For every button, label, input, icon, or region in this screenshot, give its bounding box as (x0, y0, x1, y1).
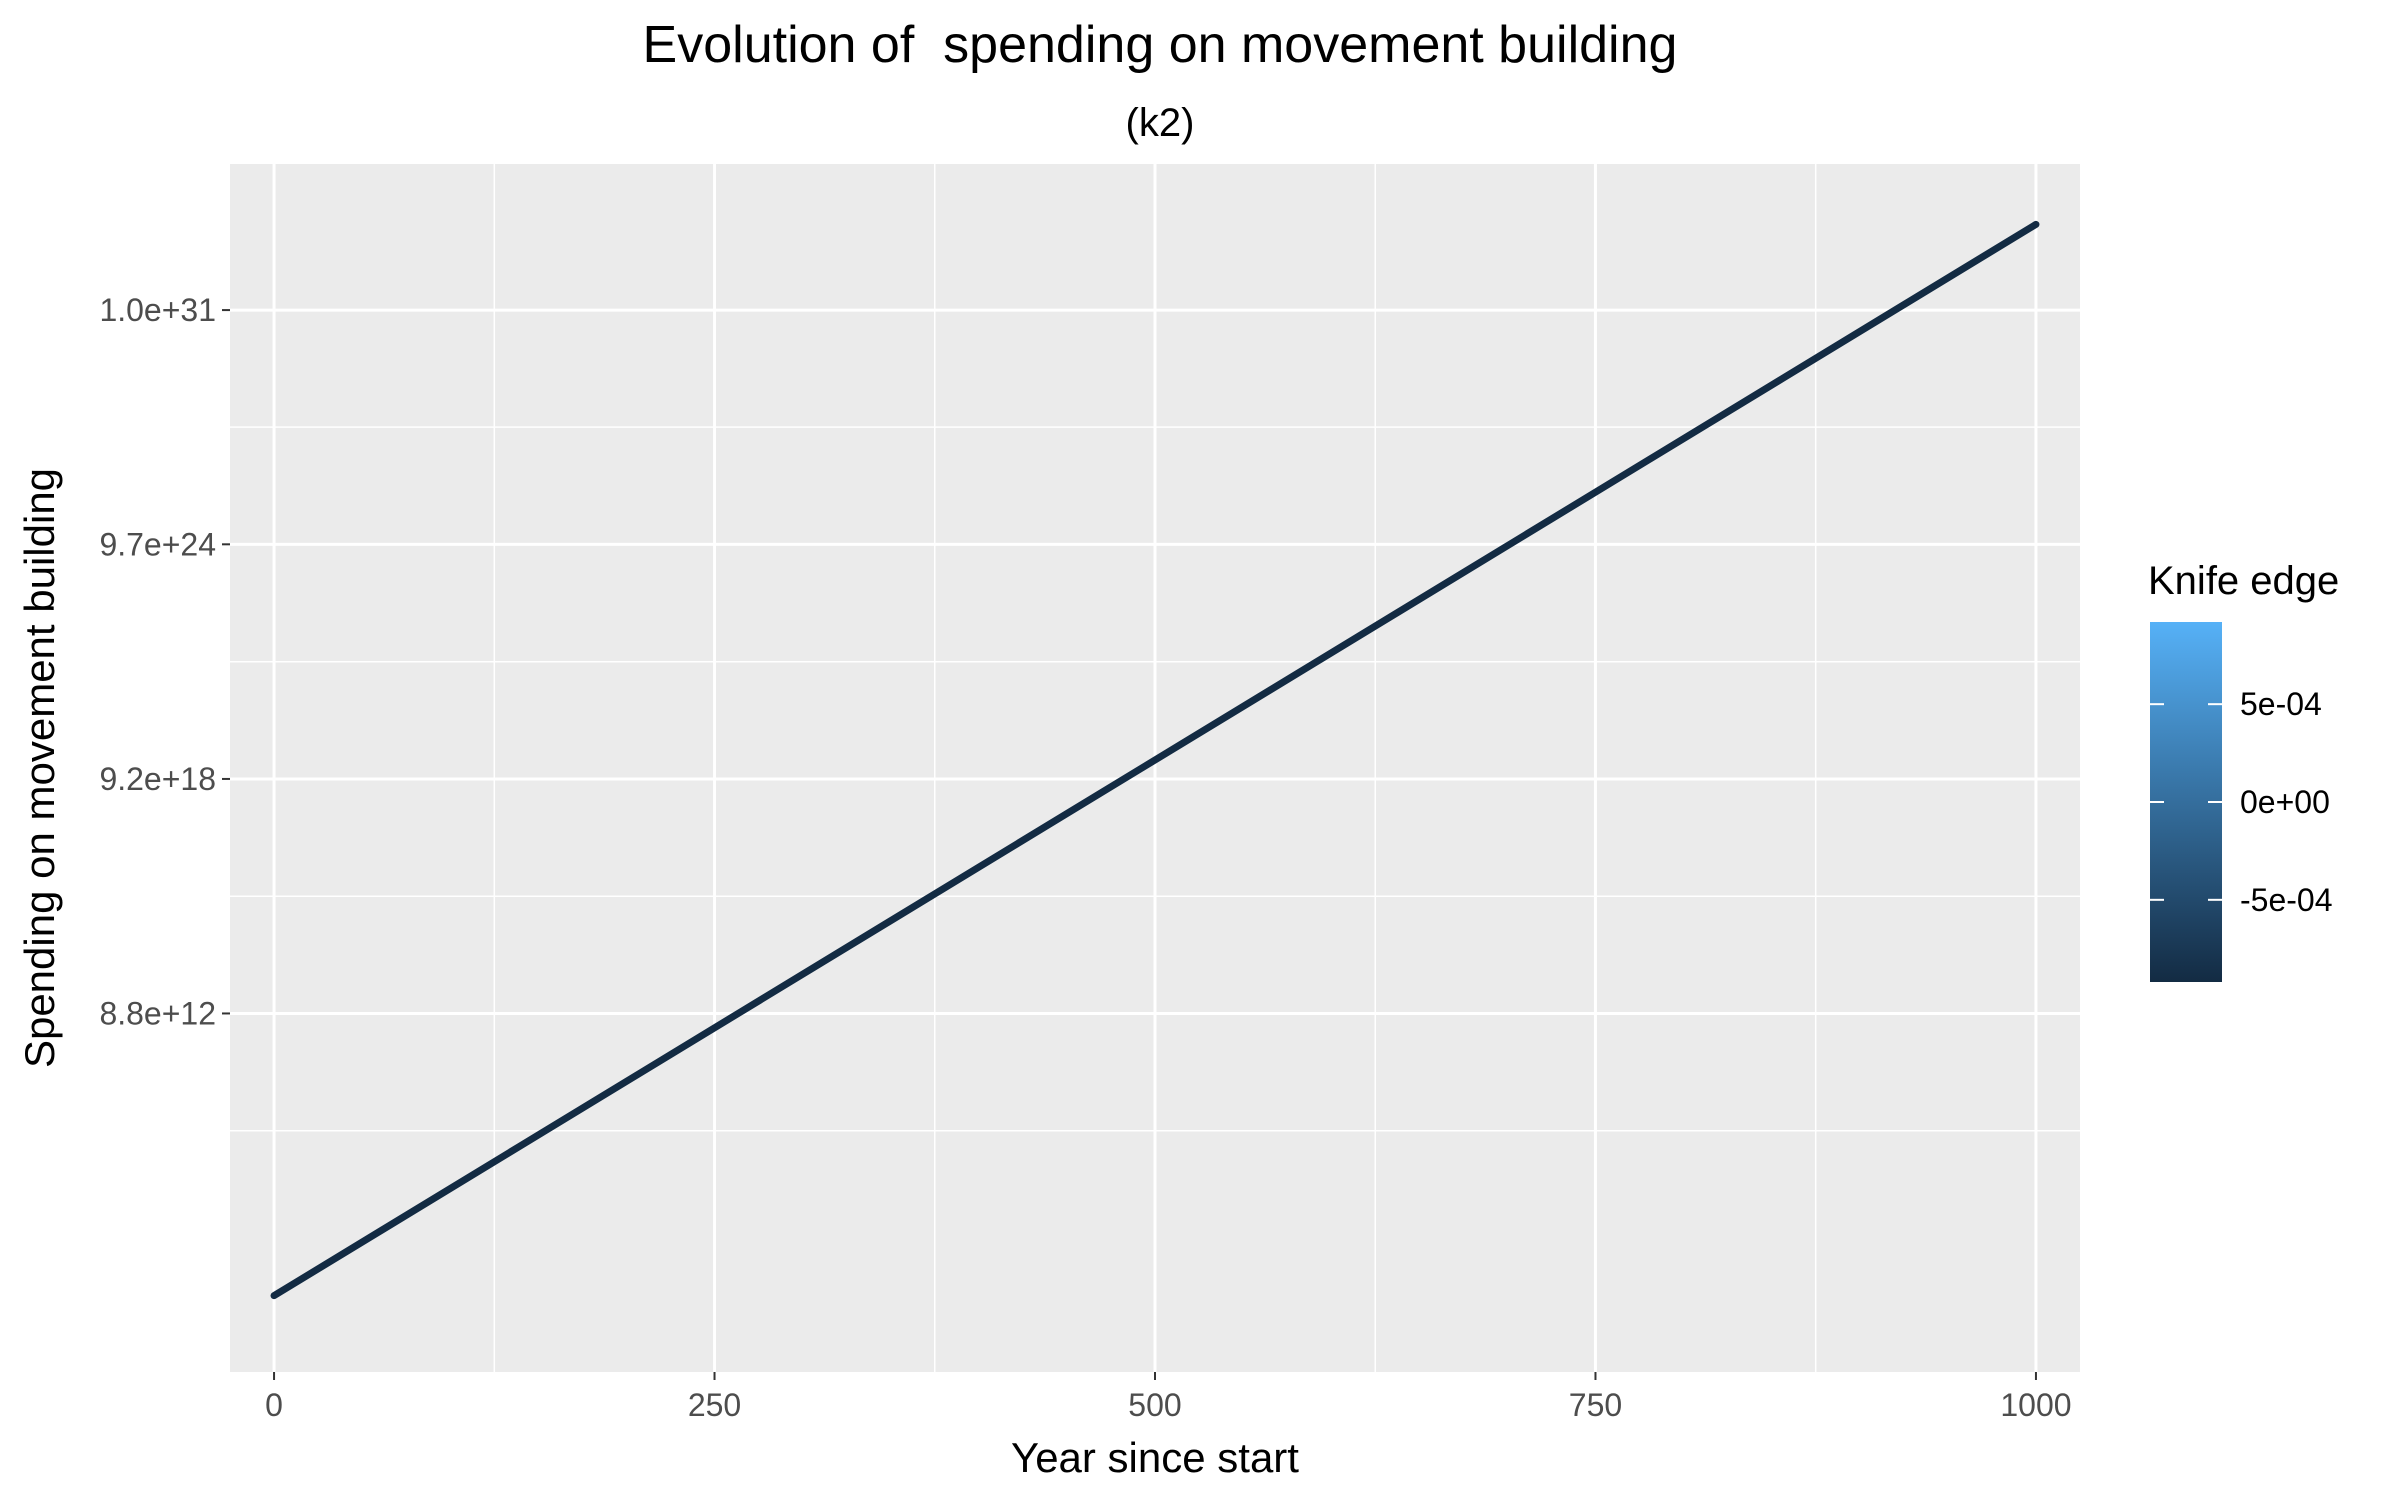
y-tick-label: 1.0e+31 (99, 292, 216, 328)
y-axis-ticks: 8.8e+12 9.2e+18 9.7e+24 1.0e+31 (99, 292, 230, 1031)
legend: Knife edge 5e-04 0e+00 -5e-04 (2148, 559, 2339, 982)
chart-subtitle: (k2) (1126, 101, 1195, 145)
chart-title: Evolution of spending on movement buildi… (643, 16, 1678, 74)
legend-ticks: 5e-04 0e+00 -5e-04 (2150, 686, 2333, 918)
legend-tick-label: -5e-04 (2240, 882, 2333, 918)
x-tick-label: 500 (1128, 1387, 1181, 1423)
legend-title: Knife edge (2148, 559, 2339, 603)
series-line (270, 220, 2040, 1300)
y-tick-label: 9.7e+24 (99, 526, 216, 562)
x-axis-title: Year since start (1011, 1434, 1299, 1481)
y-axis-title: Spending on movement building (16, 468, 63, 1068)
series-layer (270, 220, 2040, 1300)
legend-tick-label: 0e+00 (2240, 784, 2330, 820)
major-gridlines (230, 164, 2080, 1372)
y-tick-label: 8.8e+12 (99, 995, 216, 1031)
x-tick-label: 0 (265, 1387, 283, 1423)
x-tick-label: 250 (688, 1387, 741, 1423)
legend-tick-label: 5e-04 (2240, 686, 2322, 722)
x-tick-label: 1000 (2000, 1387, 2071, 1423)
x-tick-label: 750 (1569, 1387, 1622, 1423)
x-axis-ticks: 0 250 500 750 1000 (265, 1372, 2072, 1423)
y-tick-label: 9.2e+18 (99, 761, 216, 797)
